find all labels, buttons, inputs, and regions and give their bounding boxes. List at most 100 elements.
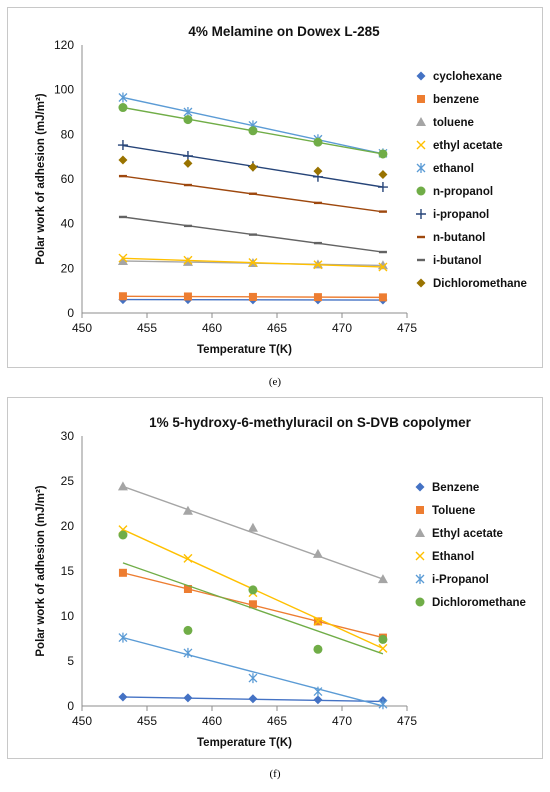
x-tick-label: 455	[137, 321, 157, 335]
data-point	[378, 210, 387, 213]
data-point	[183, 255, 193, 265]
data-point	[248, 673, 258, 684]
chart-panel-f: 1% 5-hydroxy-6-methyluracil on S-DVB cop…	[7, 397, 543, 759]
legend-marker	[416, 71, 426, 81]
data-point	[118, 215, 127, 219]
series-ethyl-acetate: ethyl acetate	[118, 140, 503, 272]
legend-label: Ethyl acetate	[432, 528, 503, 540]
legend-label: Dichloromethane	[433, 278, 527, 290]
y-tick-label: 5	[67, 654, 74, 668]
x-tick-label: 470	[332, 714, 352, 728]
data-point	[377, 182, 388, 193]
series-i-propanol: i-Propanol	[118, 574, 489, 710]
legend-marker	[417, 95, 425, 103]
data-point	[313, 241, 322, 245]
data-point	[183, 224, 192, 228]
chart-title: 1% 5-hydroxy-6-methyluracil on S-DVB cop…	[149, 415, 472, 430]
data-point	[313, 616, 323, 626]
data-point	[248, 192, 257, 195]
legend-label: i-Propanol	[432, 574, 489, 586]
series-dichloromethane: Dichloromethane	[118, 155, 527, 290]
data-point	[248, 292, 257, 301]
data-point	[118, 174, 127, 178]
data-point	[378, 250, 387, 254]
y-tick-label: 0	[67, 306, 74, 320]
legend-marker	[415, 528, 425, 537]
legend-marker	[416, 163, 426, 173]
series-i-propanol: i-propanol	[117, 140, 489, 221]
data-point	[117, 255, 128, 265]
data-point	[183, 292, 192, 301]
series-ethanol: Ethanol	[118, 525, 474, 653]
x-tick-label: 470	[332, 321, 352, 335]
data-point	[378, 643, 388, 653]
data-point	[378, 699, 388, 710]
legend-label: Benzene	[432, 482, 479, 494]
data-point	[183, 647, 193, 658]
caption-e: (e)	[268, 376, 282, 388]
chart-e-svg: 4% Melamine on Dowex L-285 0 20 40 60 80 100 12…	[35, 24, 527, 356]
data-point	[313, 695, 323, 705]
legend-marker	[416, 186, 426, 196]
series-benzene: Benzene	[118, 482, 479, 706]
data-point	[117, 140, 128, 151]
legend-label: i-butanol	[433, 255, 482, 267]
data-point	[313, 686, 323, 697]
series-n-propanol: n-propanol	[118, 103, 493, 198]
chart-f-svg: 1% 5-hydroxy-6-methyluracil on S-DVB cop…	[35, 415, 526, 749]
y-axis-label: Polar work of adhesion (mJ/m²)	[35, 93, 47, 264]
caption-f: (f)	[269, 768, 281, 780]
x-tick-label: 460	[202, 321, 222, 335]
x-tick-label: 465	[267, 321, 287, 335]
data-point	[118, 692, 128, 702]
legend-marker	[416, 506, 424, 514]
data-point	[248, 233, 257, 236]
data-point	[118, 155, 128, 165]
data-point	[183, 158, 193, 168]
data-point	[117, 481, 128, 491]
chart-title: 4% Melamine on Dowex L-285	[188, 24, 380, 39]
data-point	[118, 292, 127, 301]
series-ethyl-acetate: Ethyl acetate	[117, 481, 503, 584]
legend-label: n-propanol	[433, 186, 493, 198]
data-point	[378, 634, 388, 644]
y-axis-label: Polar work of adhesion (mJ/m²)	[35, 485, 47, 656]
data-point	[118, 568, 127, 577]
legend-label: n-butanol	[433, 232, 485, 244]
data-point	[312, 548, 323, 558]
legend-marker	[417, 258, 425, 262]
y-tick-label: 100	[54, 83, 74, 97]
y-tick-label: 40	[61, 217, 75, 231]
data-point	[313, 644, 323, 654]
legend-label: cyclohexane	[433, 71, 502, 83]
data-point	[118, 632, 128, 643]
legend-marker	[415, 574, 425, 584]
data-point	[248, 258, 258, 268]
data-point	[313, 166, 323, 176]
x-tick-label: 475	[397, 714, 417, 728]
x-tick-label: 450	[72, 321, 92, 335]
legend-marker	[416, 209, 426, 219]
data-point	[313, 260, 323, 270]
legend-marker	[416, 140, 426, 150]
data-point	[118, 253, 128, 263]
data-point	[313, 137, 323, 147]
data-point	[183, 693, 193, 703]
x-tick-label: 475	[397, 321, 417, 335]
legend-marker	[415, 597, 425, 607]
data-point	[378, 149, 388, 159]
data-point	[247, 522, 258, 532]
data-point	[313, 293, 322, 302]
y-tick-label: 0	[67, 699, 74, 713]
data-point	[377, 574, 388, 584]
y-tick-label: 20	[61, 261, 75, 275]
series-n-butanol: n-butanol	[118, 174, 485, 244]
y-tick-label: 120	[54, 38, 74, 52]
legend-label: Ethanol	[432, 551, 474, 563]
data-point	[378, 170, 388, 180]
trend-line	[122, 562, 384, 655]
series-toluene: Toluene	[118, 505, 475, 642]
x-tick-label: 460	[202, 714, 222, 728]
data-point	[248, 126, 258, 136]
series-ethanol: ethanol	[118, 92, 474, 175]
